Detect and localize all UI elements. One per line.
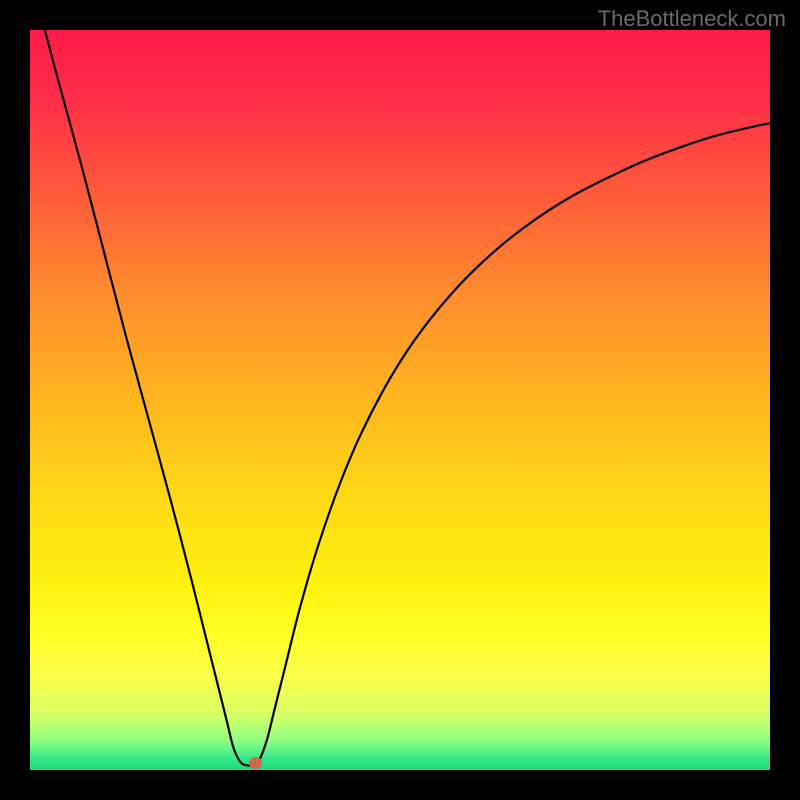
chart-gradient-background <box>30 30 770 770</box>
minimum-marker <box>249 757 263 769</box>
watermark-text: TheBottleneck.com <box>598 6 786 32</box>
chart-plot-area <box>30 30 770 770</box>
